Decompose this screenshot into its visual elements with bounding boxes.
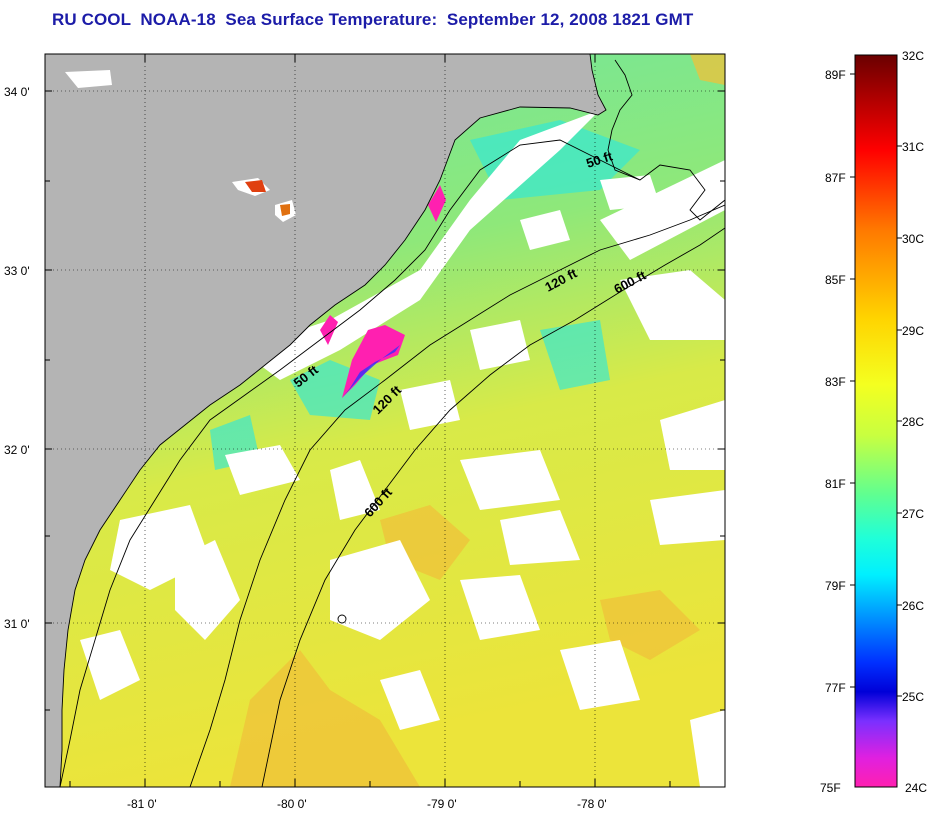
graticule — [45, 54, 725, 787]
cloud-masks — [80, 110, 725, 787]
colorbar: 32C 31C 30C 29C 28C 27C 26C 25C 24C 89F … — [820, 49, 927, 795]
celsius-label: 30C — [902, 232, 924, 246]
lat-label: 32 0' — [4, 443, 30, 457]
lat-label: 33 0' — [4, 264, 30, 278]
frame-ticks — [45, 54, 725, 787]
colorbar-ticks — [850, 73, 902, 697]
fahrenheit-label: 87F — [825, 171, 846, 185]
isobath-50ft — [59, 139, 641, 787]
warm-water-patches — [230, 54, 725, 787]
cold-upwelling-streak — [320, 185, 446, 398]
fahrenheit-label: 79F — [825, 579, 846, 593]
celsius-label: 25C — [902, 690, 924, 704]
fahrenheit-label: 77F — [825, 681, 846, 695]
celsius-label: 31C — [902, 140, 924, 154]
celsius-label: 28C — [902, 415, 924, 429]
lat-label: 34 0' — [4, 85, 30, 99]
fahrenheit-label: 83F — [825, 375, 846, 389]
sst-map[interactable] — [45, 54, 725, 787]
lon-label: -80 0' — [277, 797, 307, 811]
coastline — [59, 54, 607, 787]
lon-label: -81 0' — [127, 797, 157, 811]
celsius-label: 29C — [902, 324, 924, 338]
map-frame — [44, 53, 726, 788]
colorbar-gradient — [854, 54, 898, 788]
fahrenheit-label: 89F — [825, 68, 846, 82]
celsius-label: 26C — [902, 599, 924, 613]
isobath-120ft — [189, 204, 725, 787]
fahrenheit-label: 81F — [825, 477, 846, 491]
inland-lakes — [65, 70, 347, 624]
fahrenheit-label: 85F — [825, 273, 846, 287]
land-mass — [45, 54, 606, 787]
celsius-label: 27C — [902, 507, 924, 521]
lat-label: 31 0' — [4, 617, 30, 631]
lon-label: -78 0' — [577, 797, 607, 811]
map-title: RU COOL NOAA-18 Sea Surface Temperature:… — [52, 10, 694, 29]
celsius-label: 32C — [902, 49, 924, 63]
lon-label: -79 0' — [427, 797, 457, 811]
coastline-east — [607, 59, 725, 221]
isobath-600ft — [261, 227, 725, 787]
fahrenheit-label: 75F — [820, 781, 841, 795]
celsius-label: 24C — [905, 781, 927, 795]
